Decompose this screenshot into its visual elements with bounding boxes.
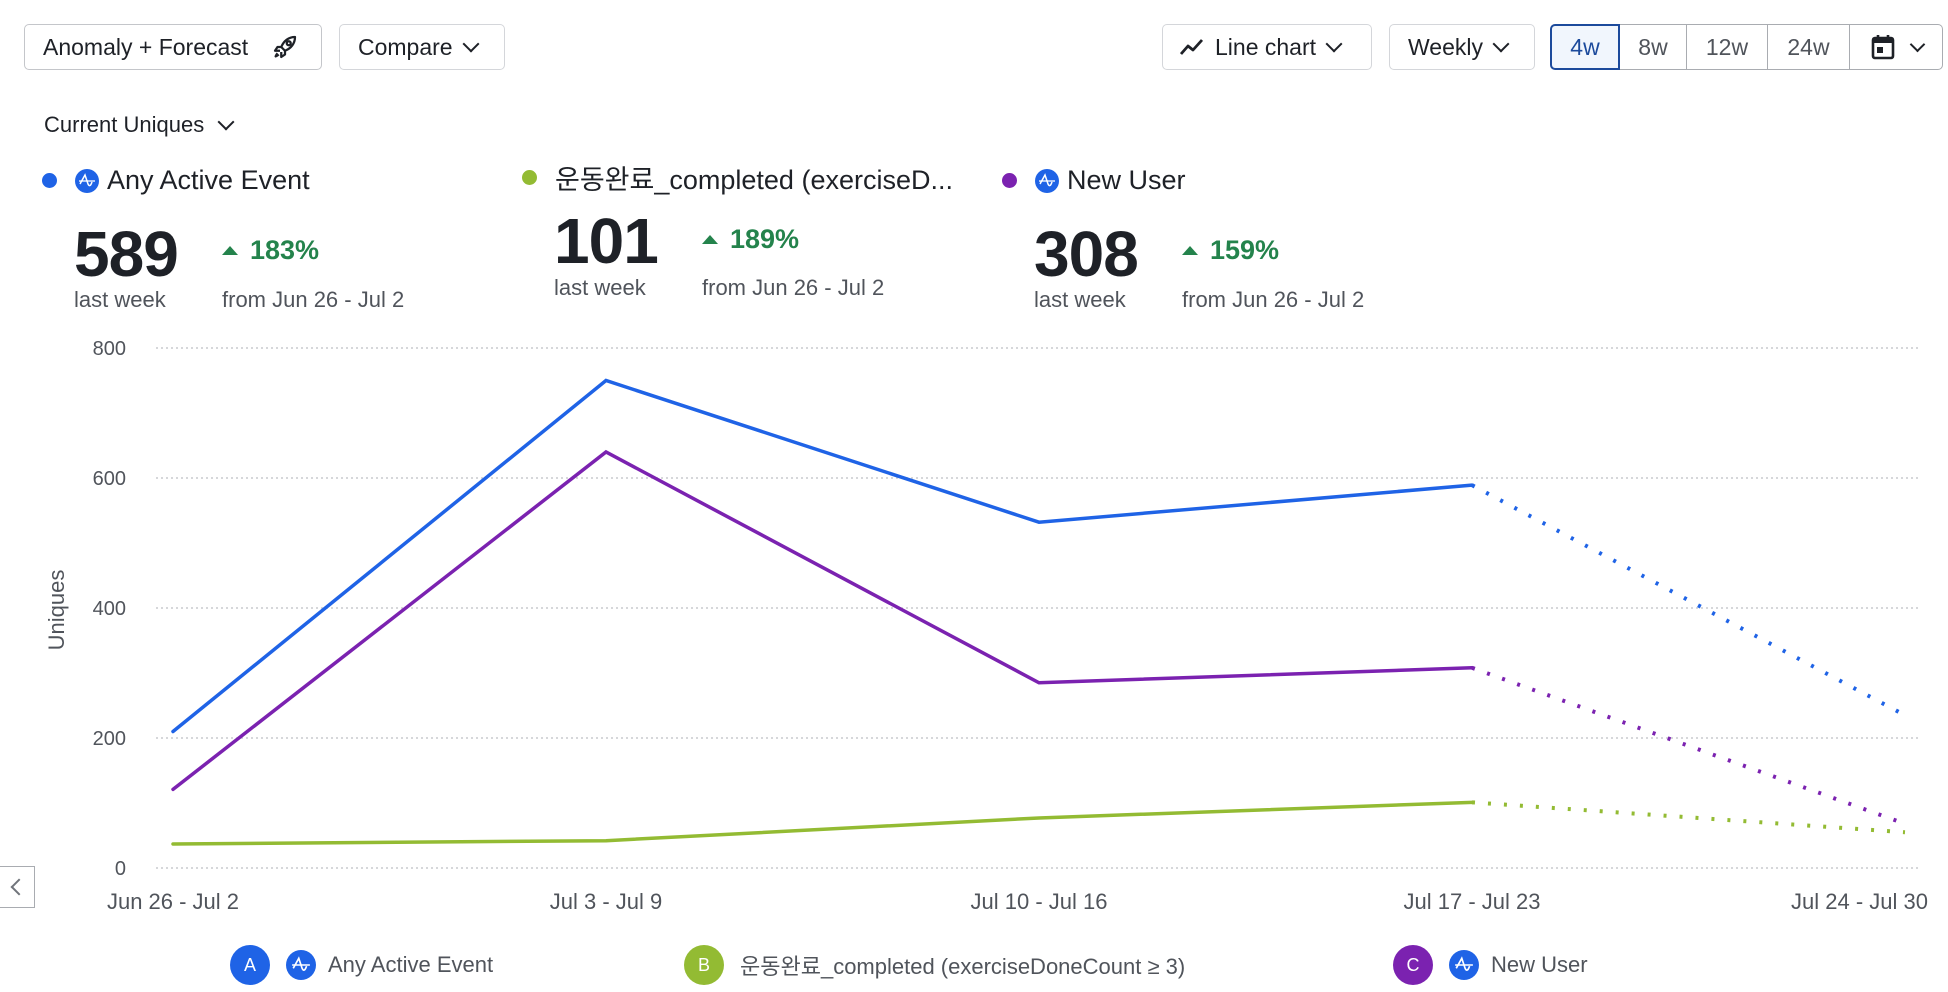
card-change: 159%: [1182, 235, 1279, 266]
chevron-down-icon: [1325, 35, 1343, 53]
card-title: 운동완료_completed (exerciseD...: [555, 165, 953, 195]
metric-dropdown[interactable]: Current Uniques: [44, 112, 235, 138]
x-tick-label: Jul 24 - Jul 30: [1791, 889, 1928, 914]
card-change-caption: from Jun 26 - Jul 2: [222, 287, 405, 312]
summary-card-exercise-completed: 운동완료_completed (exerciseD... 101 189% la…: [522, 158, 953, 300]
legend-label: New User: [1491, 952, 1588, 977]
compare-dropdown[interactable]: Compare: [339, 24, 505, 70]
forecast-line[interactable]: [1471, 483, 1906, 718]
x-tick-label: Jul 10 - Jul 16: [971, 889, 1108, 914]
card-change-caption: from Jun 26 - Jul 2: [1182, 287, 1365, 312]
anomaly-forecast-button[interactable]: Anomaly + Forecast: [24, 24, 322, 70]
metric-label: Current Uniques: [44, 112, 205, 137]
series-line[interactable]: [171, 378, 1474, 734]
y-axis-label: Uniques: [44, 570, 69, 651]
series-color-dot: [522, 170, 537, 185]
amplitude-event-icon: [1449, 950, 1479, 980]
chevron-down-icon: [1492, 35, 1510, 53]
up-arrow-icon: [1182, 246, 1198, 255]
range-8w-button[interactable]: 8w: [1620, 24, 1687, 70]
interval-label: Weekly: [1408, 33, 1483, 60]
card-value: 589: [74, 218, 179, 290]
x-tick-label: Jun 26 - Jul 2: [107, 889, 239, 914]
calendar-icon: [1870, 33, 1896, 61]
chevron-down-icon: [462, 35, 480, 53]
scroll-left-button[interactable]: [0, 866, 35, 908]
date-range-selector: 4w 8w 12w 24w: [1550, 24, 1943, 70]
card-change: 183%: [222, 235, 319, 266]
series-color-dot: [1002, 173, 1017, 188]
chart-type-dropdown[interactable]: Line chart: [1162, 24, 1372, 70]
legend-badge: B: [684, 945, 724, 985]
amplitude-event-icon: [75, 168, 99, 193]
legend-badge: C: [1393, 945, 1433, 985]
up-arrow-icon: [222, 246, 238, 255]
legend-badge: A: [230, 945, 270, 985]
card-value: 308: [1034, 218, 1139, 290]
range-12w-button[interactable]: 12w: [1687, 24, 1768, 70]
x-tick-label: Jul 3 - Jul 9: [550, 889, 663, 914]
y-tick-label: 0: [115, 858, 126, 880]
legend-label: 운동완료_completed (exerciseDoneCount ≥ 3): [740, 954, 1186, 979]
y-tick-label: 600: [93, 468, 126, 490]
forecast-line[interactable]: [1471, 665, 1906, 826]
rocket-icon: [270, 32, 300, 62]
series-line[interactable]: [171, 449, 1474, 792]
summary-card-new-user: New User 308 159% last week from Jun 26 …: [1002, 165, 1364, 312]
range-24w-button[interactable]: 24w: [1768, 24, 1850, 70]
custom-date-dropdown[interactable]: [1850, 24, 1943, 70]
legend-item-c[interactable]: C New User: [1393, 945, 1588, 985]
card-value-caption: last week: [554, 275, 646, 300]
compare-label: Compare: [358, 33, 453, 60]
line-chart-icon: [1179, 37, 1205, 57]
forecast-line[interactable]: [1471, 800, 1906, 835]
range-4w-button[interactable]: 4w: [1550, 24, 1620, 70]
y-tick-label: 800: [93, 338, 126, 360]
card-change-value: 183%: [250, 235, 320, 265]
chart-type-label: Line chart: [1215, 33, 1317, 60]
card-change-value: 159%: [1210, 235, 1280, 265]
up-arrow-icon: [702, 235, 718, 244]
card-title: New User: [1067, 165, 1186, 195]
card-value-caption: last week: [74, 287, 166, 312]
y-tick-label: 400: [93, 598, 126, 620]
interval-dropdown[interactable]: Weekly: [1389, 24, 1535, 70]
x-tick-label: Jul 17 - Jul 23: [1404, 889, 1541, 914]
chevron-down-icon: [1909, 36, 1925, 52]
y-tick-label: 200: [93, 728, 126, 750]
series-color-dot: [42, 173, 57, 188]
summary-card-any-active-event: Any Active Event 589 183% last week from…: [42, 165, 404, 312]
card-value-caption: last week: [1034, 287, 1126, 312]
amplitude-event-icon: [286, 950, 316, 980]
card-title: Any Active Event: [107, 165, 310, 195]
card-change-caption: from Jun 26 - Jul 2: [702, 275, 885, 300]
legend-label: Any Active Event: [328, 952, 494, 977]
anomaly-forecast-label: Anomaly + Forecast: [43, 33, 249, 60]
line-chart: 0 200 400 600 800 Jun 26 - Jul 2 Jul 3 - Jul …: [44, 338, 1928, 914]
card-change: 189%: [702, 224, 799, 255]
card-change-value: 189%: [730, 224, 800, 254]
amplitude-event-icon: [1035, 168, 1059, 193]
series-line[interactable]: [171, 800, 1474, 846]
legend-item-a[interactable]: A Any Active Event: [230, 945, 493, 985]
card-value: 101: [554, 205, 659, 277]
chevron-down-icon: [217, 113, 235, 131]
chevron-left-icon: [10, 878, 28, 896]
legend-item-b[interactable]: B 운동완료_completed (exerciseDoneCount ≥ 3): [684, 945, 1185, 985]
